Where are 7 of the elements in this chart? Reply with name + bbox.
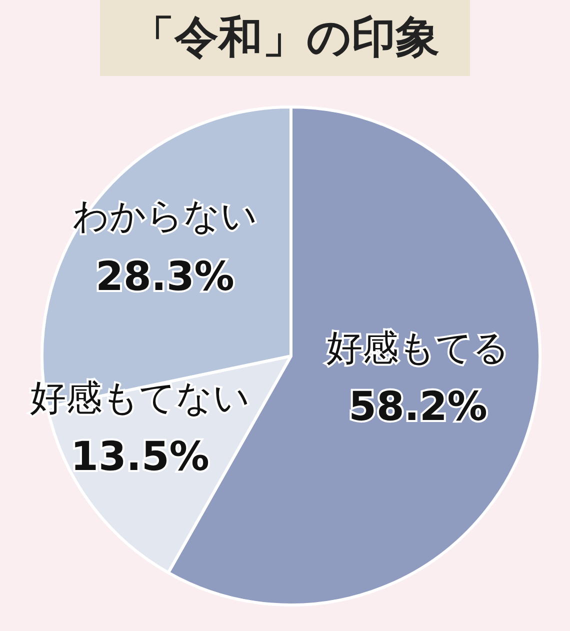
slice-label: 好感もてる: [326, 328, 510, 369]
data-label: 58.2%: [348, 384, 488, 430]
slice-label: わからない: [72, 196, 258, 237]
chart-title: 「令和」の印象: [130, 12, 440, 63]
data-label: 28.3%: [96, 254, 234, 300]
slice-label: 好感もてない: [30, 378, 250, 419]
data-label: 13.5%: [70, 434, 210, 480]
